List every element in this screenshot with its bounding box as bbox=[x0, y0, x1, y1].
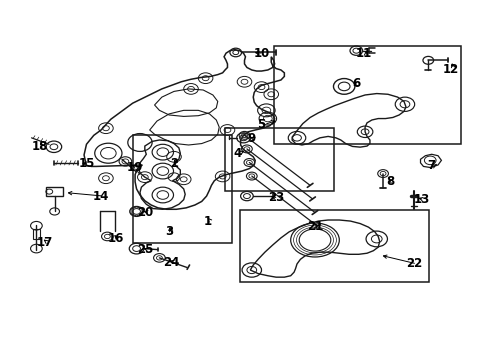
Text: 14: 14 bbox=[93, 190, 109, 203]
Text: 17: 17 bbox=[37, 236, 53, 249]
Text: 21: 21 bbox=[306, 220, 323, 233]
Text: 15: 15 bbox=[78, 157, 95, 170]
Text: 22: 22 bbox=[406, 257, 422, 270]
Text: 12: 12 bbox=[442, 63, 458, 76]
Text: 4: 4 bbox=[233, 147, 241, 160]
Bar bbox=[239, 210, 428, 282]
Text: 10: 10 bbox=[253, 47, 269, 60]
Text: 6: 6 bbox=[351, 77, 360, 90]
Text: 24: 24 bbox=[163, 256, 180, 269]
Text: 19: 19 bbox=[127, 161, 143, 174]
Text: 1: 1 bbox=[203, 215, 212, 228]
Bar bbox=[33, 229, 40, 239]
Text: 2: 2 bbox=[170, 157, 178, 170]
Text: 16: 16 bbox=[107, 233, 123, 246]
Text: 25: 25 bbox=[136, 243, 153, 256]
Bar bbox=[273, 46, 460, 144]
Text: 13: 13 bbox=[413, 193, 429, 206]
Bar bbox=[46, 187, 63, 196]
Bar bbox=[132, 135, 232, 243]
Text: 11: 11 bbox=[355, 47, 371, 60]
Text: 8: 8 bbox=[386, 175, 394, 188]
Text: 18: 18 bbox=[32, 140, 48, 153]
Bar bbox=[224, 128, 334, 191]
Text: 20: 20 bbox=[137, 206, 153, 219]
Text: 23: 23 bbox=[267, 192, 284, 204]
Text: 7: 7 bbox=[427, 159, 435, 172]
Text: 5: 5 bbox=[257, 118, 265, 131]
Text: 3: 3 bbox=[165, 225, 173, 238]
Text: 9: 9 bbox=[247, 132, 255, 145]
